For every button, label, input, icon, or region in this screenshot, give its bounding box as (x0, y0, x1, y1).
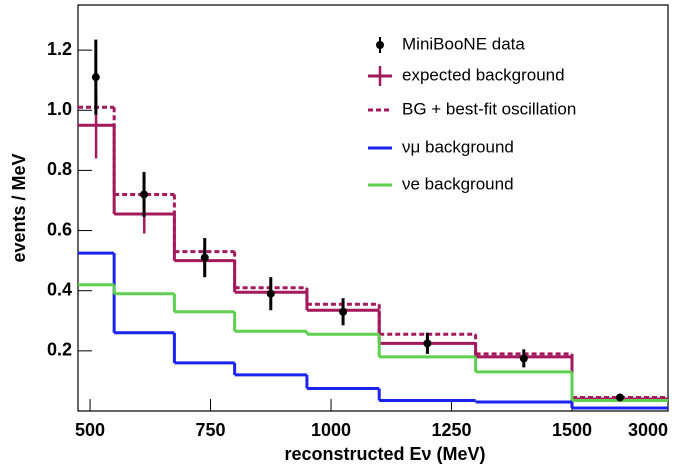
data-point (519, 354, 528, 363)
data-point (423, 339, 432, 348)
x-tick-label: 1250 (431, 420, 471, 440)
plot-frame (77, 4, 669, 412)
y-tick-label: 1.0 (47, 99, 72, 119)
data-point (91, 73, 100, 82)
data-point (339, 307, 348, 316)
legend-swatch (376, 41, 384, 49)
data-point (616, 393, 624, 402)
data-point (266, 289, 275, 298)
y-tick-label: 0.6 (47, 219, 72, 239)
legend-label: νe background (402, 174, 514, 193)
y-tick-label: 1.2 (47, 39, 72, 59)
y-tick-label: 0.2 (47, 340, 72, 360)
x-tick-label: 1500 (552, 420, 592, 440)
legend-label: MiniBooNE data (402, 34, 525, 53)
data-point (140, 190, 149, 199)
x-tick-label: 1000 (311, 420, 351, 440)
x-tick-label: 500 (75, 420, 105, 440)
y-tick-label: 0.8 (47, 159, 72, 179)
legend-label: νμ background (402, 137, 514, 156)
data-point (200, 253, 209, 262)
y-tick-label: 0.4 (47, 279, 72, 299)
x-tick-label: 3000 (628, 420, 668, 440)
legend-label: BG + best-fit oscillation (402, 99, 576, 118)
x-tick-label: 750 (196, 420, 226, 440)
x-axis-title: reconstructed Eν (MeV) (284, 444, 485, 464)
legend-label: expected background (402, 65, 565, 84)
y-axis-title: events / MeV (9, 153, 29, 262)
